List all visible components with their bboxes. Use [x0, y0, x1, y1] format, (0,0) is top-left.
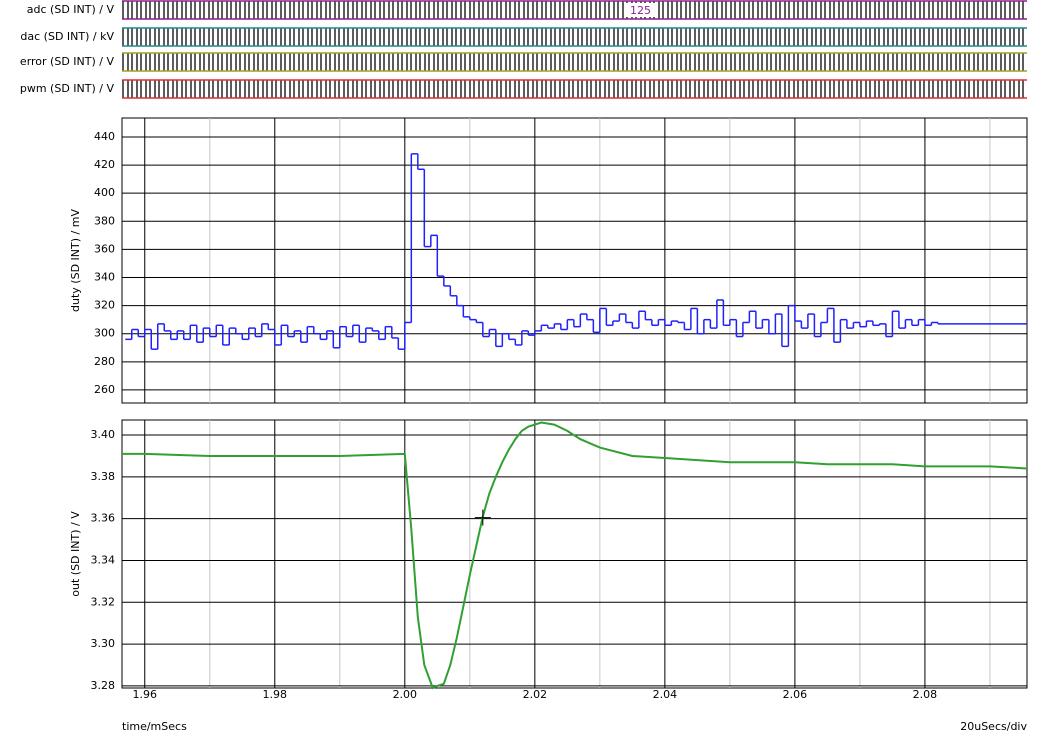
y-tick-label: 300 [94, 327, 115, 340]
x-tick-label: 2.00 [393, 688, 418, 701]
y-axis-label: out (SD INT) / V [69, 511, 82, 597]
y-tick-label: 3.30 [91, 637, 116, 650]
plot-frame [121, 419, 1028, 689]
y-tick-label: 3.36 [91, 512, 116, 525]
trace-band [122, 1, 1027, 19]
digital-trace [122, 52, 1027, 72]
y-tick-label: 3.38 [91, 470, 116, 483]
y-tick-label: 3.40 [91, 428, 116, 441]
digital-trace [122, 27, 1027, 47]
y-tick-label: 3.34 [91, 553, 116, 566]
y-tick-label: 3.32 [91, 595, 116, 608]
trace-label: pwm (SD INT) / V [20, 82, 115, 95]
trace-label: adc (SD INT) / V [27, 3, 115, 16]
y-tick-label: 400 [94, 186, 115, 199]
waveform-line [122, 421, 1028, 690]
y-tick-label: 440 [94, 130, 115, 143]
y-tick-label: 320 [94, 299, 115, 312]
x-tick-label: 2.06 [783, 688, 808, 701]
y-tick-label: 420 [94, 158, 115, 171]
x-tick-label: 2.08 [913, 688, 938, 701]
plot-frame [121, 117, 1028, 404]
y-tick-label: 380 [94, 214, 115, 227]
y-tick-label: 340 [94, 271, 115, 284]
trace-label: error (SD INT) / V [20, 55, 115, 68]
trace-band [122, 80, 1027, 98]
y-tick-label: 3.28 [91, 679, 116, 692]
trace-band [122, 28, 1027, 46]
annotation-bg [626, 3, 656, 17]
x-tick-label: 2.02 [523, 688, 548, 701]
x-tick-label: 1.96 [133, 688, 158, 701]
y-axis-label: duty (SD INT) / mV [69, 209, 82, 312]
trace-band [122, 53, 1027, 71]
y-tick-label: 260 [94, 383, 115, 396]
trace-label: dac (SD INT) / kV [20, 30, 114, 43]
x-tick-label: 2.04 [653, 688, 678, 701]
x-scale-label: 20uSecs/div [960, 720, 1027, 733]
trace-annotation: 125 [630, 4, 651, 17]
x-axis-label: time/mSecs [122, 720, 187, 733]
digital-trace [122, 0, 1027, 20]
digital-trace [122, 79, 1027, 99]
y-tick-label: 360 [94, 242, 115, 255]
x-tick-label: 1.98 [263, 688, 288, 701]
y-tick-label: 280 [94, 355, 115, 368]
